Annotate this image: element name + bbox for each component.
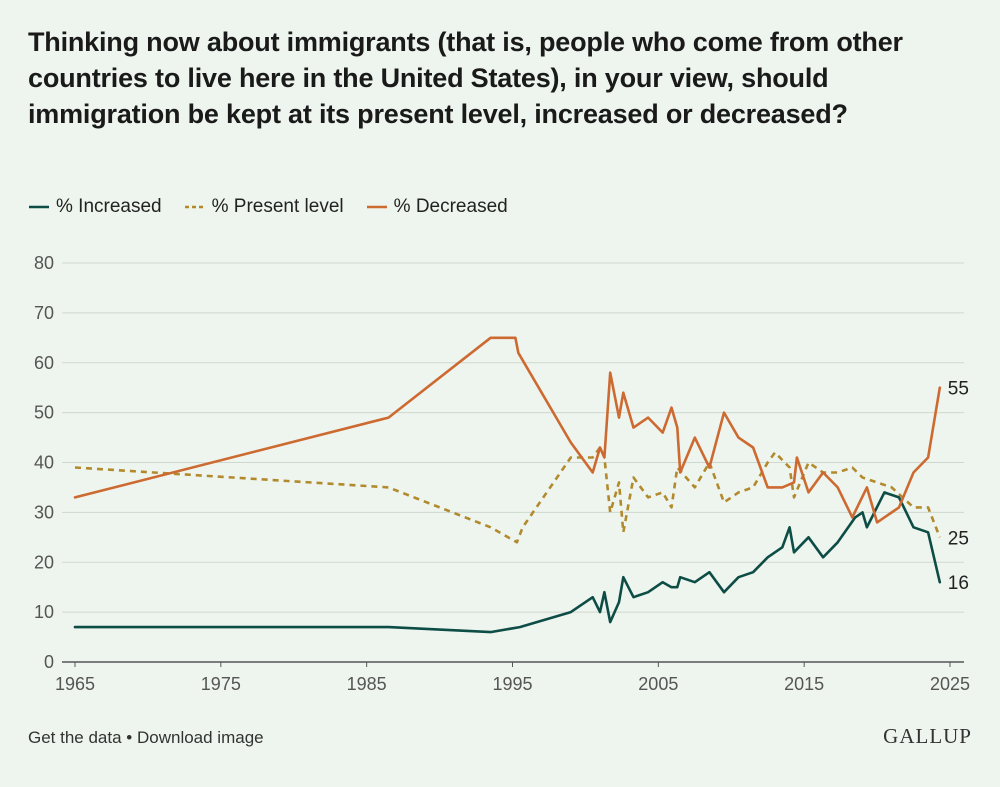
legend-swatch bbox=[184, 205, 205, 209]
legend-item: % Present level bbox=[184, 196, 344, 218]
x-tick-label: 2025 bbox=[930, 674, 970, 694]
legend-label: % Decreased bbox=[393, 196, 508, 217]
y-tick-label: 50 bbox=[34, 403, 54, 423]
get-data-link[interactable]: Get the data bbox=[28, 728, 122, 747]
x-tick-label: 1965 bbox=[55, 674, 95, 694]
y-tick-label: 20 bbox=[34, 552, 54, 572]
chart-legend: % Increased % Present level % Decreased bbox=[28, 196, 508, 218]
end-value-label: 25 bbox=[948, 528, 969, 549]
gallup-logo: GALLUP bbox=[883, 724, 972, 748]
download-image-link[interactable]: Download image bbox=[136, 728, 264, 747]
x-tick-label: 2015 bbox=[784, 674, 824, 694]
y-tick-label: 40 bbox=[34, 453, 54, 473]
end-value-label: 16 bbox=[948, 573, 969, 594]
y-tick-label: 60 bbox=[34, 353, 54, 373]
x-tick-label: 2005 bbox=[638, 674, 678, 694]
legend-label: % Increased bbox=[56, 196, 162, 217]
legend-item: % Increased bbox=[28, 196, 162, 218]
footer-links: Get the data • Download image bbox=[28, 728, 264, 748]
y-tick-label: 80 bbox=[34, 253, 54, 273]
series-line-decreased bbox=[73, 336, 942, 524]
y-tick-label: 0 bbox=[44, 652, 54, 672]
y-tick-label: 10 bbox=[34, 602, 54, 622]
legend-item: % Decreased bbox=[366, 196, 508, 218]
end-value-label: 55 bbox=[948, 379, 969, 400]
x-tick-label: 1985 bbox=[347, 674, 387, 694]
legend-label: % Present level bbox=[211, 196, 344, 217]
y-tick-label: 30 bbox=[34, 502, 54, 522]
series-line-present-level bbox=[74, 446, 942, 544]
footer-separator: • bbox=[121, 728, 137, 747]
y-tick-label: 70 bbox=[34, 303, 54, 323]
series-line-increased bbox=[73, 491, 942, 634]
x-tick-label: 1975 bbox=[201, 674, 241, 694]
x-tick-label: 1995 bbox=[492, 674, 532, 694]
chart-title: Thinking now about immigrants (that is, … bbox=[28, 27, 903, 130]
legend-swatch bbox=[29, 205, 49, 209]
legend-swatch bbox=[366, 205, 387, 209]
